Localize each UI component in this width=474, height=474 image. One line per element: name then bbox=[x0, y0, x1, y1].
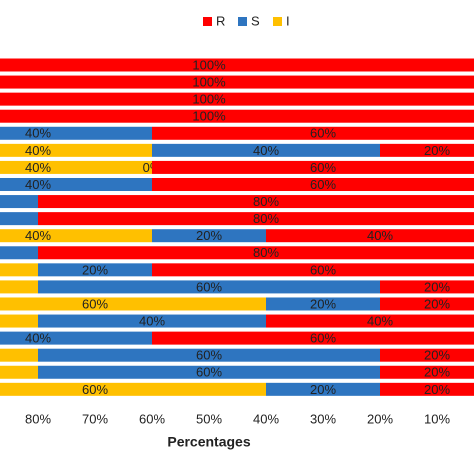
data-label: 60% bbox=[196, 348, 222, 363]
legend-swatch bbox=[273, 17, 282, 26]
bar-segment bbox=[266, 314, 474, 328]
data-label: 40% bbox=[25, 160, 51, 175]
x-tick-label: 30% bbox=[310, 411, 336, 426]
data-label: 20% bbox=[310, 382, 336, 397]
bar-segment bbox=[0, 331, 152, 345]
x-tick-label: 50% bbox=[196, 411, 222, 426]
data-label: 60% bbox=[82, 296, 108, 311]
bar-segment bbox=[0, 126, 152, 140]
bar-segment bbox=[380, 297, 474, 311]
data-label: 40% bbox=[367, 228, 393, 243]
bar-segment bbox=[152, 177, 474, 191]
data-label: 100% bbox=[192, 57, 226, 72]
bar-segment bbox=[0, 382, 266, 396]
x-tick-label: 70% bbox=[82, 411, 108, 426]
legend-label: I bbox=[286, 13, 290, 28]
data-label: 20% bbox=[310, 296, 336, 311]
bar-segment bbox=[380, 365, 474, 379]
data-label: 60% bbox=[310, 262, 336, 277]
data-label: 20% bbox=[424, 382, 450, 397]
bar-segment bbox=[0, 160, 152, 174]
data-label: 40% bbox=[25, 143, 51, 158]
bar-segment bbox=[0, 348, 38, 362]
data-label: 60% bbox=[196, 279, 222, 294]
data-label: 60% bbox=[310, 126, 336, 141]
data-label: 100% bbox=[192, 75, 226, 90]
bar-segment bbox=[152, 331, 474, 345]
data-label: 20% bbox=[424, 365, 450, 380]
data-label: 40% bbox=[367, 313, 393, 328]
bar-segment bbox=[0, 177, 152, 191]
data-label: 60% bbox=[310, 177, 336, 192]
bar-segment bbox=[0, 109, 474, 123]
legend-swatch bbox=[203, 17, 212, 26]
data-label: 20% bbox=[424, 296, 450, 311]
legend-label: S bbox=[251, 13, 260, 28]
x-tick-label: 60% bbox=[139, 411, 165, 426]
bar-segment bbox=[380, 348, 474, 362]
data-label: 40% bbox=[25, 331, 51, 346]
data-label: 100% bbox=[192, 92, 226, 107]
data-label: 100% bbox=[192, 109, 226, 124]
bar-segment bbox=[38, 348, 380, 362]
data-label: 60% bbox=[310, 331, 336, 346]
bar-segment bbox=[38, 365, 380, 379]
bar-segment bbox=[38, 246, 474, 260]
x-tick-label: 20% bbox=[367, 411, 393, 426]
bar-segment bbox=[38, 314, 266, 328]
bar-segment bbox=[0, 212, 38, 226]
x-axis-title: Percentages bbox=[167, 434, 250, 450]
data-label: 40% bbox=[25, 126, 51, 141]
data-label: 40% bbox=[25, 177, 51, 192]
x-tick-label: 40% bbox=[253, 411, 279, 426]
bar-segment bbox=[0, 92, 474, 106]
bar-segment bbox=[380, 382, 474, 396]
x-tick-label: 80% bbox=[25, 411, 51, 426]
bar-segment bbox=[0, 229, 152, 243]
bar-segment bbox=[0, 246, 38, 260]
bar-segment bbox=[152, 160, 474, 174]
data-label: 80% bbox=[253, 194, 279, 209]
data-label: 20% bbox=[424, 143, 450, 158]
data-label: 20% bbox=[196, 228, 222, 243]
data-label: 60% bbox=[82, 382, 108, 397]
bar-segment bbox=[38, 263, 152, 277]
bar-segment bbox=[0, 280, 38, 294]
bar-segment bbox=[0, 365, 38, 379]
bar-segment bbox=[380, 280, 474, 294]
bar-segment bbox=[380, 143, 474, 157]
bar-segment bbox=[0, 143, 152, 157]
bar-segment bbox=[38, 280, 380, 294]
data-label: 80% bbox=[253, 245, 279, 260]
data-label: 20% bbox=[424, 348, 450, 363]
bar-segment bbox=[266, 297, 380, 311]
data-label: 40% bbox=[25, 228, 51, 243]
data-label: 20% bbox=[424, 279, 450, 294]
bar-segment bbox=[0, 75, 474, 89]
bar-segment bbox=[38, 195, 474, 209]
bar-segment bbox=[152, 263, 474, 277]
bar-segment bbox=[152, 143, 380, 157]
bar-segment bbox=[0, 263, 38, 277]
data-label: 60% bbox=[196, 365, 222, 380]
bar-segment bbox=[0, 297, 266, 311]
data-label: 60% bbox=[310, 160, 336, 175]
bar-segment bbox=[0, 58, 474, 72]
data-label: 40% bbox=[253, 143, 279, 158]
bar-segment bbox=[266, 382, 380, 396]
bar-segment bbox=[152, 126, 474, 140]
data-label: 20% bbox=[82, 262, 108, 277]
bar-segment bbox=[152, 229, 266, 243]
x-tick-label: 10% bbox=[424, 411, 450, 426]
bar-segment bbox=[0, 195, 38, 209]
bar-segment bbox=[38, 212, 474, 226]
legend-label: R bbox=[216, 13, 225, 28]
data-label: 80% bbox=[253, 211, 279, 226]
legend-swatch bbox=[238, 17, 247, 26]
bar-segment bbox=[0, 314, 38, 328]
data-label: 40% bbox=[139, 313, 165, 328]
bar-segment bbox=[266, 229, 474, 243]
